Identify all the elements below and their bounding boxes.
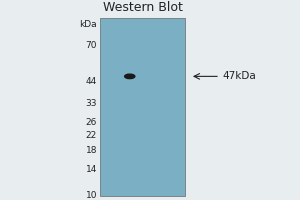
Text: 22: 22 xyxy=(86,131,97,140)
Ellipse shape xyxy=(125,74,135,79)
Text: kDa: kDa xyxy=(80,20,97,29)
Text: Western Blot: Western Blot xyxy=(103,1,182,14)
Text: 18: 18 xyxy=(85,146,97,155)
Text: 70: 70 xyxy=(85,41,97,50)
Bar xyxy=(100,18,185,196)
Text: 10: 10 xyxy=(85,192,97,200)
Text: 26: 26 xyxy=(85,118,97,127)
Text: 47kDa: 47kDa xyxy=(222,71,256,81)
Text: 14: 14 xyxy=(85,165,97,174)
Text: 44: 44 xyxy=(86,77,97,86)
Text: 33: 33 xyxy=(85,99,97,108)
